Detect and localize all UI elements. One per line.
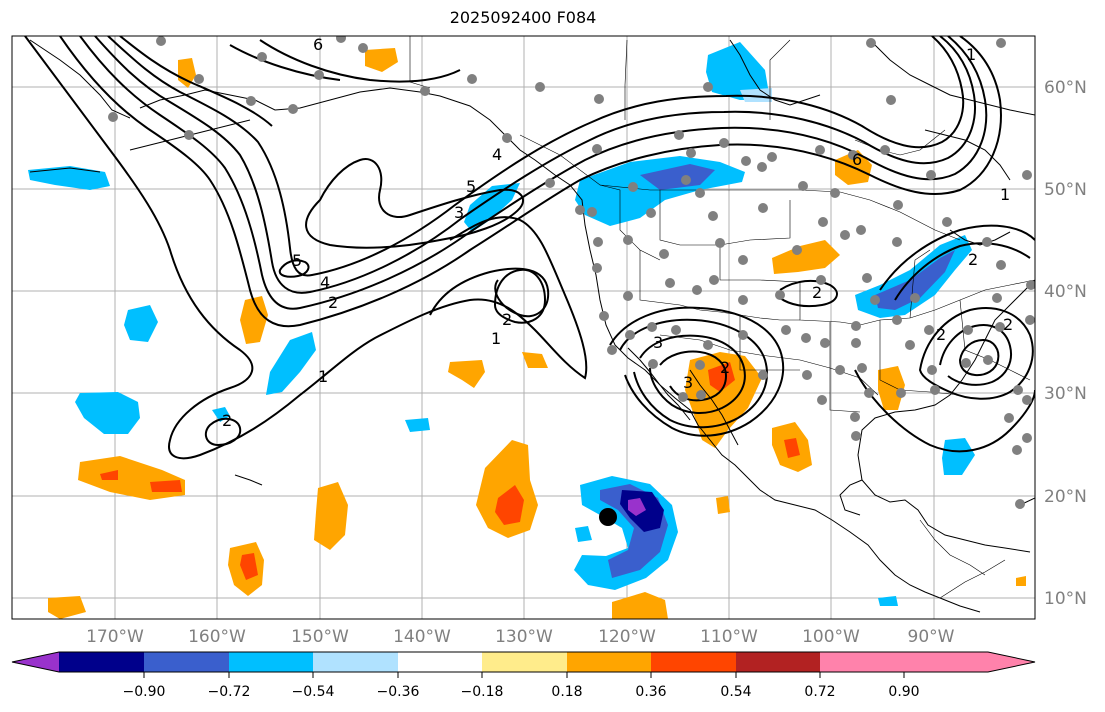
contour-label: 4 xyxy=(320,273,330,292)
colorbar-segment xyxy=(736,652,820,672)
colorbar-tick-label: −0.18 xyxy=(461,684,504,700)
contour-label: 4 xyxy=(492,145,502,164)
colorbar-tick-label: 0.72 xyxy=(804,684,835,700)
colorbar-segment xyxy=(144,652,229,672)
storm-center-marker xyxy=(599,508,617,526)
coastlines xyxy=(29,39,1035,613)
lon-label: 100°W xyxy=(802,627,860,647)
contour-label: 2 xyxy=(502,310,512,329)
lat-label: 50°N xyxy=(1044,180,1087,200)
map-title: 2025092400 F084 xyxy=(449,8,597,27)
contour-label: 1 xyxy=(318,367,328,386)
colorbar-tick-label: 0.90 xyxy=(888,684,919,700)
lon-label: 150°W xyxy=(291,627,349,647)
colorbar-tick-label: 0.36 xyxy=(635,684,666,700)
colorbar-segment xyxy=(820,652,904,672)
contour-label: 6 xyxy=(852,150,862,169)
colorbar-tick-label: 0.18 xyxy=(551,684,582,700)
latitude-labels: 60°N 50°N 40°N 30°N 20°N 10°N xyxy=(1044,78,1087,609)
colorbar-tick-label: −0.54 xyxy=(292,684,335,700)
colorbar-tick-label: −0.36 xyxy=(377,684,420,700)
contour-label: 1 xyxy=(966,45,976,64)
colorbar: −0.90 −0.72 −0.54 −0.36 −0.18 0.18 0.36 … xyxy=(11,651,1036,700)
contour-label: 2 xyxy=(1003,315,1013,334)
station-dots xyxy=(108,36,1035,509)
colorbar-segment xyxy=(482,652,567,672)
anomaly-shading xyxy=(28,42,1026,619)
contour-label: 2 xyxy=(222,411,232,430)
lat-label: 10°N xyxy=(1044,589,1087,609)
colorbar-tick-label: 0.54 xyxy=(720,684,751,700)
colorbar-segment xyxy=(59,652,144,672)
contour-labels: 6 5 4 3 2 1 5 4 3 2 1 2 2 1 3 2 2 6 1 2 … xyxy=(222,35,1013,430)
contour-label: 2 xyxy=(936,325,946,344)
colorbar-segment xyxy=(398,652,482,672)
lat-label: 20°N xyxy=(1044,487,1087,507)
contour-lines xyxy=(24,36,1035,460)
lon-label: 90°W xyxy=(908,627,955,647)
colorbar-segment xyxy=(313,652,398,672)
contour-label: 2 xyxy=(812,283,822,302)
lat-label: 60°N xyxy=(1044,78,1087,98)
colorbar-segment xyxy=(229,652,313,672)
lat-label: 40°N xyxy=(1044,282,1087,302)
lon-label: 120°W xyxy=(598,627,656,647)
colorbar-segment xyxy=(567,652,651,672)
lat-label: 30°N xyxy=(1044,384,1087,404)
colorbar-tick-label: −0.90 xyxy=(123,684,166,700)
contour-label: 1 xyxy=(1000,185,1010,204)
contour-label: 5 xyxy=(466,177,476,196)
map-frame xyxy=(11,35,1036,620)
colorbar-outline xyxy=(11,651,1036,673)
lon-label: 110°W xyxy=(700,627,758,647)
lon-label: 140°W xyxy=(393,627,451,647)
colorbar-segment xyxy=(651,652,736,672)
contour-label: 1 xyxy=(491,329,501,348)
colorbar-segment xyxy=(12,652,59,672)
longitude-labels: 170°W 160°W 150°W 140°W 130°W 120°W 110°… xyxy=(86,627,955,647)
colorbar-tick-label: −0.72 xyxy=(208,684,251,700)
contour-label: 3 xyxy=(454,203,464,222)
contour-label: 3 xyxy=(683,373,693,392)
contour-label: 6 xyxy=(313,35,323,54)
lon-label: 170°W xyxy=(86,627,144,647)
contour-label: 3 xyxy=(653,333,663,352)
lon-label: 160°W xyxy=(188,627,246,647)
lon-label: 130°W xyxy=(495,627,553,647)
contour-label: 2 xyxy=(720,358,730,377)
colorbar-ticks xyxy=(143,672,905,678)
contour-label: 2 xyxy=(968,250,978,269)
contour-label: 5 xyxy=(292,251,302,270)
contour-label: 2 xyxy=(328,293,338,312)
